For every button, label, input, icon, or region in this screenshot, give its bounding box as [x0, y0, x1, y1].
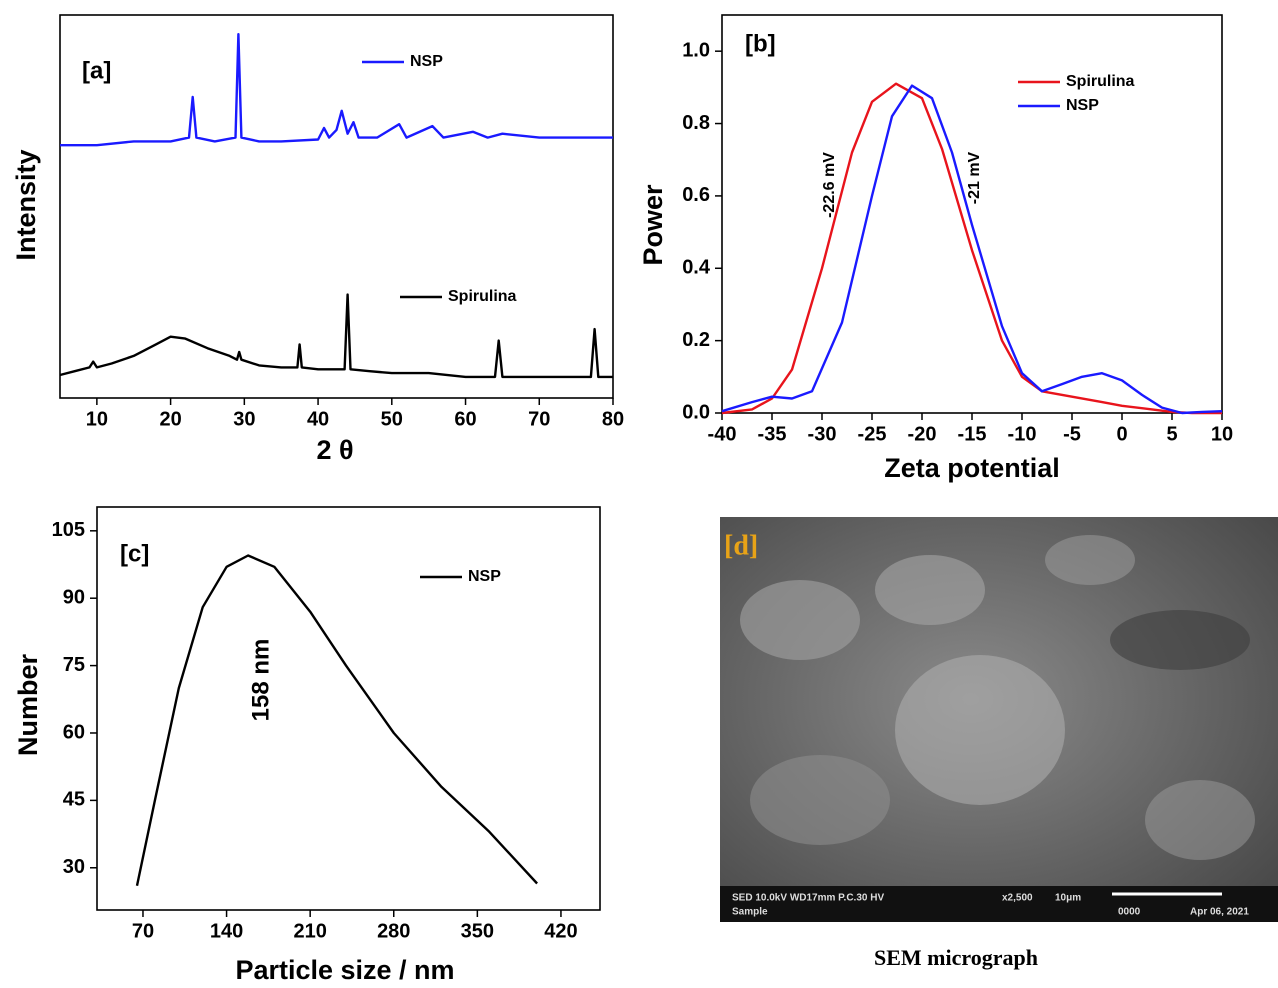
x-tick-label: 30: [233, 408, 255, 430]
sem-scale: 10μm: [1055, 893, 1081, 904]
plot-frame: [97, 507, 600, 910]
sem-info: SED 10.0kV WD17mm P.C.30 HV: [732, 893, 884, 904]
x-tick-label: 60: [454, 408, 476, 430]
x-tick-label: -40: [708, 423, 737, 445]
x-tick-label: -30: [808, 423, 837, 445]
x-tick-label: 140: [210, 920, 243, 942]
y-tick-label: 0.4: [682, 257, 711, 279]
sem-code: 0000: [1118, 907, 1141, 918]
x-tick-label: -25: [858, 423, 887, 445]
x-tick-label: -15: [958, 423, 987, 445]
data-line: [137, 556, 537, 886]
x-tick-label: 350: [461, 920, 494, 942]
x-tick-label: 70: [132, 920, 154, 942]
sem-panel: [d] SED 10.0kV WD17mm P.C.30 HV x2,500 1…: [720, 517, 1278, 970]
legend-label: Spirulina: [1066, 73, 1135, 90]
sem-sample: Sample: [732, 907, 768, 918]
data-line: [60, 34, 613, 145]
legend-label: NSP: [410, 53, 443, 70]
legend-label: NSP: [1066, 97, 1099, 114]
y-tick-label: 1.0: [682, 39, 710, 61]
y-tick-label: 0.6: [682, 184, 710, 206]
x-tick-label: 10: [86, 408, 108, 430]
x-axis-label: Zeta potential: [884, 453, 1060, 483]
data-line: [60, 295, 613, 377]
sem-texture: [1110, 610, 1250, 670]
legend-label: NSP: [468, 568, 501, 585]
chart-panel: 10 20 30 40 50 60 70 80 NSP Spirulina [a] 2 θ Intens…: [11, 15, 624, 465]
annotation: -21 mV: [966, 151, 983, 204]
x-tick-label: -5: [1063, 423, 1081, 445]
y-tick-label: 60: [63, 721, 85, 743]
panel-label: [b]: [745, 30, 776, 57]
y-axis-label: Power: [638, 184, 668, 266]
sem-date: Apr 06, 2021: [1190, 907, 1249, 918]
sem-texture: [1145, 780, 1255, 860]
sem-texture: [875, 555, 985, 625]
x-tick-label: 80: [602, 408, 624, 430]
data-line: [722, 84, 1222, 413]
x-tick-label: 0: [1116, 423, 1127, 445]
x-tick-label: -20: [908, 423, 937, 445]
y-tick-label: 0.2: [682, 329, 710, 351]
x-tick-label: 420: [544, 920, 577, 942]
y-tick-label: 90: [63, 586, 85, 608]
x-tick-label: 20: [159, 408, 181, 430]
y-tick-label: 0.8: [682, 112, 710, 134]
plot-frame: [60, 15, 613, 398]
y-axis-label: Intensity: [11, 149, 41, 260]
panel-label: [a]: [82, 57, 111, 84]
chart-panel: -40 -35 -30 -25 -20 -15 -10 -5 0 5 10 0.0 0.2 0.4 0.6 0…: [638, 15, 1233, 483]
x-tick-label: 70: [528, 408, 550, 430]
x-tick-label: -35: [758, 423, 787, 445]
annotation: -22.6 mV: [821, 152, 838, 218]
sem-texture: [1045, 535, 1135, 585]
page: [d] SED 10.0kV WD17mm P.C.30 HV x2,500 1…: [0, 0, 1278, 988]
sem-texture: [740, 580, 860, 660]
x-tick-label: 210: [293, 920, 326, 942]
y-tick-label: 0.0: [682, 401, 710, 423]
panel-label: [d]: [724, 530, 758, 561]
figure: [d] SED 10.0kV WD17mm P.C.30 HV x2,500 1…: [0, 0, 1278, 988]
x-tick-label: 50: [381, 408, 403, 430]
caption: SEM micrograph: [874, 945, 1038, 970]
y-tick-label: 45: [63, 789, 85, 811]
x-axis-label: 2 θ: [316, 435, 353, 465]
y-tick-label: 75: [63, 654, 85, 676]
y-tick-label: 30: [63, 856, 85, 878]
chart-panel: 70 140 210 280 350 420 30 45 60 75 90 105 NSP 158 nm […: [13, 507, 600, 985]
x-tick-label: 40: [307, 408, 329, 430]
annotation: 158 nm: [247, 639, 274, 722]
sem-magnification: x2,500: [1002, 893, 1033, 904]
x-tick-label: 280: [377, 920, 410, 942]
x-tick-label: 5: [1166, 423, 1177, 445]
legend-label: Spirulina: [448, 288, 517, 305]
sem-texture: [750, 755, 890, 845]
sem-texture: [895, 655, 1065, 805]
y-axis-label: Number: [13, 654, 43, 757]
panel-label: [c]: [120, 540, 149, 567]
x-tick-label: 10: [1211, 423, 1233, 445]
y-tick-label: 105: [52, 519, 85, 541]
x-tick-label: -10: [1008, 423, 1037, 445]
x-axis-label: Particle size / nm: [235, 955, 454, 985]
